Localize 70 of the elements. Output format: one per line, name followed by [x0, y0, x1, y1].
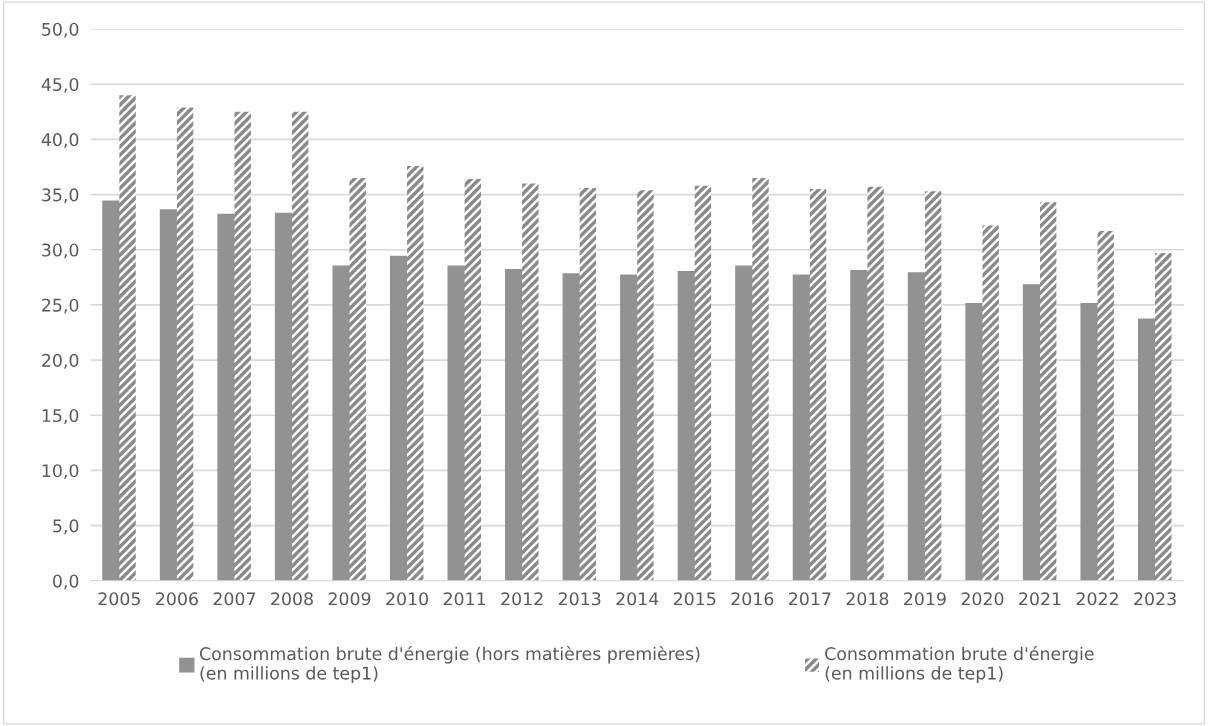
y-tick-label: 20,0	[42, 353, 79, 369]
x-tick-label: 2021	[1019, 592, 1061, 606]
bar	[1097, 230, 1114, 581]
bar	[924, 191, 942, 581]
x-tick-label: 2005	[98, 592, 140, 606]
bar	[965, 303, 984, 581]
y-tick-label: 15,0	[42, 408, 79, 424]
bar	[809, 189, 827, 581]
bar	[291, 111, 309, 581]
x-tick-label: 2009	[328, 592, 371, 606]
bar	[332, 265, 351, 581]
y-tick-label: 0,0	[53, 574, 79, 590]
bar	[464, 179, 481, 581]
y-tick-label: 40,0	[41, 133, 79, 149]
bar	[867, 186, 884, 581]
x-tick-label: 2020	[961, 592, 1004, 606]
x-tick-label: 2022	[1076, 592, 1118, 606]
bar	[176, 107, 194, 581]
y-tick-label: 5,0	[53, 519, 79, 535]
bar	[907, 272, 926, 581]
bar	[579, 187, 597, 581]
bar	[1155, 253, 1172, 581]
bar	[159, 209, 178, 581]
bar	[637, 190, 654, 581]
x-tick-label: 2016	[731, 592, 774, 606]
bar	[505, 268, 523, 581]
bar	[1022, 284, 1041, 581]
legend-label: Consommation brute d'énergie (hors matières premières) (en millions de tep1)	[199, 646, 700, 684]
bar	[447, 265, 466, 581]
bar	[982, 225, 999, 581]
bar	[217, 213, 236, 581]
bar	[389, 255, 408, 581]
bar	[677, 271, 696, 581]
legend-label: Consommation brute d'énergie (en millions de tep1)	[825, 646, 1094, 684]
x-tick-label: 2019	[904, 592, 946, 606]
bar	[850, 270, 869, 581]
bar	[119, 95, 136, 581]
x-tick-label: 2010	[386, 592, 428, 606]
bar	[102, 200, 121, 581]
y-tick-label: 35,0	[42, 188, 79, 204]
x-tick-label: 2017	[789, 592, 831, 606]
x-tick-label: 2015	[673, 592, 716, 606]
bar	[407, 165, 424, 581]
bar	[735, 265, 753, 581]
bar	[1080, 303, 1099, 581]
x-tick-label: 2007	[213, 592, 256, 606]
bar	[1039, 202, 1057, 581]
x-tick-label: 2013	[558, 592, 601, 606]
y-tick-label: 10,0	[42, 464, 79, 480]
y-tick-label: 30,0	[42, 243, 79, 259]
bar	[274, 212, 293, 581]
bar	[562, 273, 581, 581]
bar	[792, 274, 811, 581]
y-tick-label: 50,0	[42, 22, 79, 38]
x-tick-label: 2012	[501, 592, 543, 606]
x-tick-label: 2011	[443, 592, 486, 606]
y-tick-label: 25,0	[42, 298, 79, 314]
y-tick-label: 45,0	[41, 77, 79, 93]
x-tick-label: 2014	[616, 592, 659, 606]
x-tick-label: 2008	[271, 592, 313, 606]
bar	[234, 111, 251, 581]
bar	[1137, 318, 1156, 581]
bar	[694, 185, 712, 581]
bar	[349, 178, 366, 581]
bar	[522, 183, 539, 581]
x-tick-label: 2006	[156, 592, 198, 606]
x-tick-label: 2023	[1134, 592, 1176, 606]
x-tick-label: 2018	[846, 592, 889, 606]
bar	[752, 178, 769, 581]
bar	[620, 274, 638, 581]
